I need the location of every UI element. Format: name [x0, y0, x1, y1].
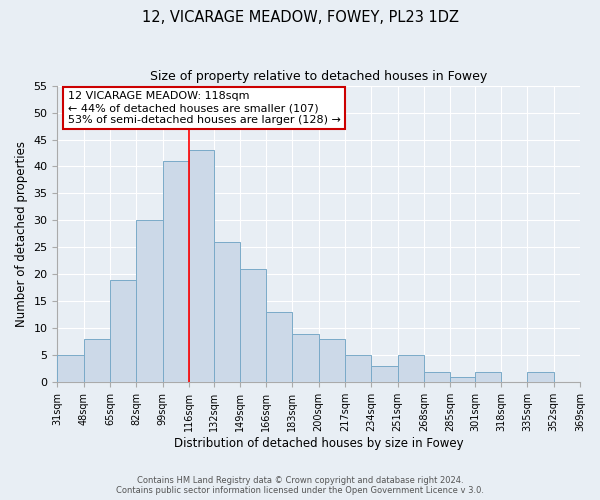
Bar	[163, 161, 189, 382]
Bar	[240, 269, 266, 382]
Bar	[424, 372, 450, 382]
Bar	[371, 366, 398, 382]
Bar	[475, 372, 501, 382]
Bar	[527, 372, 554, 382]
Bar	[58, 356, 83, 382]
Y-axis label: Number of detached properties: Number of detached properties	[15, 141, 28, 327]
Text: 12 VICARAGE MEADOW: 118sqm
← 44% of detached houses are smaller (107)
53% of sem: 12 VICARAGE MEADOW: 118sqm ← 44% of deta…	[68, 92, 341, 124]
Text: Contains HM Land Registry data © Crown copyright and database right 2024.
Contai: Contains HM Land Registry data © Crown c…	[116, 476, 484, 495]
Bar	[136, 220, 163, 382]
X-axis label: Distribution of detached houses by size in Fowey: Distribution of detached houses by size …	[174, 437, 464, 450]
Title: Size of property relative to detached houses in Fowey: Size of property relative to detached ho…	[150, 70, 487, 83]
Bar	[292, 334, 319, 382]
Bar	[189, 150, 214, 382]
Bar	[214, 242, 240, 382]
Bar	[450, 377, 475, 382]
Bar	[398, 356, 424, 382]
Bar	[266, 312, 292, 382]
Bar	[345, 356, 371, 382]
Bar	[110, 280, 136, 382]
Bar	[83, 339, 110, 382]
Bar	[319, 339, 345, 382]
Text: 12, VICARAGE MEADOW, FOWEY, PL23 1DZ: 12, VICARAGE MEADOW, FOWEY, PL23 1DZ	[142, 10, 458, 25]
